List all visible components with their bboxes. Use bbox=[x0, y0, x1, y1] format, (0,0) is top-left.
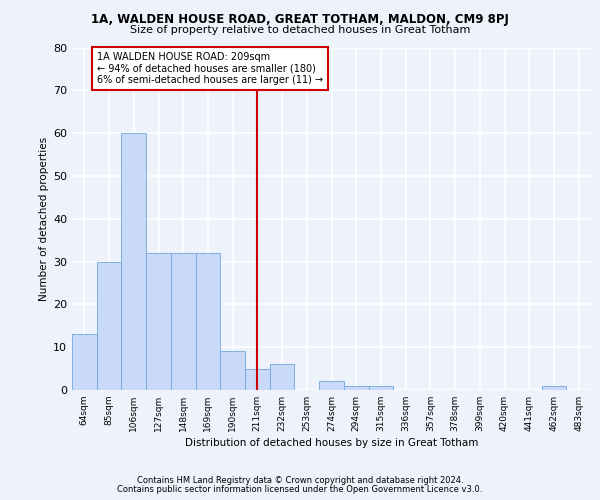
Bar bbox=[245, 368, 270, 390]
Bar bbox=[171, 253, 196, 390]
Bar bbox=[72, 334, 97, 390]
Y-axis label: Number of detached properties: Number of detached properties bbox=[39, 136, 49, 301]
Text: 1A, WALDEN HOUSE ROAD, GREAT TOTHAM, MALDON, CM9 8PJ: 1A, WALDEN HOUSE ROAD, GREAT TOTHAM, MAL… bbox=[91, 12, 509, 26]
Text: Contains HM Land Registry data © Crown copyright and database right 2024.: Contains HM Land Registry data © Crown c… bbox=[137, 476, 463, 485]
Text: Size of property relative to detached houses in Great Totham: Size of property relative to detached ho… bbox=[130, 25, 470, 35]
Text: Contains public sector information licensed under the Open Government Licence v3: Contains public sector information licen… bbox=[118, 484, 482, 494]
Bar bbox=[121, 133, 146, 390]
Bar bbox=[196, 253, 220, 390]
Bar bbox=[368, 386, 393, 390]
X-axis label: Distribution of detached houses by size in Great Totham: Distribution of detached houses by size … bbox=[185, 438, 478, 448]
Bar bbox=[542, 386, 566, 390]
Bar bbox=[319, 382, 344, 390]
Bar bbox=[97, 262, 121, 390]
Bar bbox=[220, 352, 245, 390]
Text: 1A WALDEN HOUSE ROAD: 209sqm
← 94% of detached houses are smaller (180)
6% of se: 1A WALDEN HOUSE ROAD: 209sqm ← 94% of de… bbox=[97, 52, 323, 85]
Bar bbox=[344, 386, 368, 390]
Bar bbox=[270, 364, 295, 390]
Bar bbox=[146, 253, 171, 390]
